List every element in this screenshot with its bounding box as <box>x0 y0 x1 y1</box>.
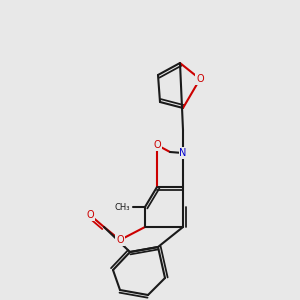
Text: CH₃: CH₃ <box>115 202 130 211</box>
Text: O: O <box>86 210 94 220</box>
Text: O: O <box>196 74 204 84</box>
Text: O: O <box>153 140 161 150</box>
Text: N: N <box>179 148 187 158</box>
Text: O: O <box>116 235 124 245</box>
